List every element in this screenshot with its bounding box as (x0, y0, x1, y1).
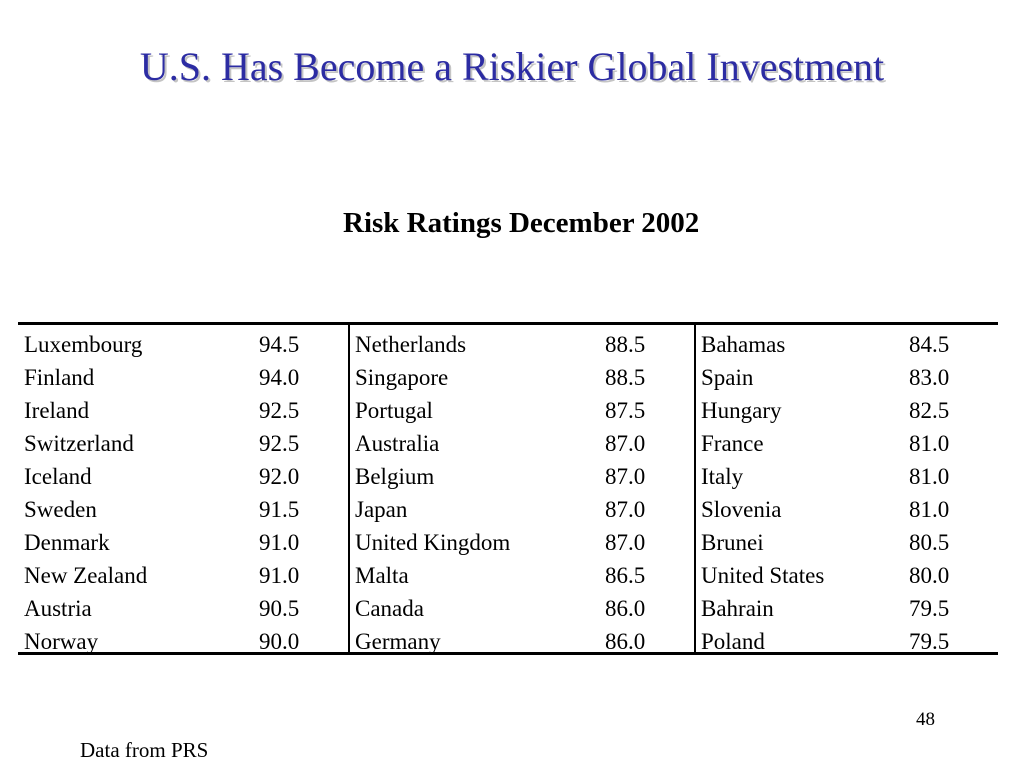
country-name: New Zealand (24, 563, 148, 588)
country-name: Bahrain (701, 596, 774, 621)
risk-rating-value: 94.0 (259, 365, 300, 390)
table-row: United States 80.0 (696, 559, 998, 592)
risk-rating-value: 87.0 (605, 431, 646, 456)
risk-rating-value: 81.0 (909, 431, 950, 456)
table-heading: Risk Ratings December 2002 (343, 207, 700, 239)
table-row: Belgium 87.0 (350, 460, 694, 493)
risk-rating-value: 87.5 (605, 398, 646, 423)
risk-rating-value: 86.5 (605, 563, 646, 588)
country-name: Luxembourg (24, 332, 143, 357)
risk-rating-value: 79.5 (909, 596, 950, 621)
table-row: Sweden 91.5 (18, 493, 348, 526)
table-column-1: Luxembourg 94.5 Finland 94.0 Ireland 92.5 Swit… (18, 325, 348, 654)
risk-rating-value: 87.0 (605, 497, 646, 522)
table-row: Ireland 92.5 (18, 394, 348, 427)
table-row: Poland 79.5 (696, 625, 998, 658)
country-name: Ireland (24, 398, 90, 423)
risk-rating-value: 80.0 (909, 563, 950, 588)
table-row: France 81.0 (696, 427, 998, 460)
table-row: Switzerland 92.5 (18, 427, 348, 460)
table-row: Luxembourg 94.5 (18, 328, 348, 361)
source-note: Data from PRS (80, 738, 209, 762)
table-row: Finland 94.0 (18, 361, 348, 394)
table-row: Slovenia 81.0 (696, 493, 998, 526)
table-row: Hungary 82.5 (696, 394, 998, 427)
table-row: Norway 90.0 (18, 625, 348, 658)
risk-rating-value: 91.5 (259, 497, 300, 522)
country-name: Bahamas (701, 332, 786, 357)
table-row: Japan 87.0 (350, 493, 694, 526)
country-name: Canada (355, 596, 424, 621)
table-row: Austria 90.5 (18, 592, 348, 625)
country-name: Norway (24, 629, 99, 654)
country-name: Brunei (701, 530, 764, 555)
table-row: Netherlands 88.5 (350, 328, 694, 361)
risk-ratings-table: Luxembourg 94.5 Finland 94.0 Ireland 92.5 Swit… (18, 322, 998, 655)
risk-rating-value: 81.0 (909, 497, 950, 522)
country-name: Portugal (355, 398, 433, 423)
table-row: Canada 86.0 (350, 592, 694, 625)
risk-rating-value: 79.5 (909, 629, 950, 654)
risk-rating-value: 94.5 (259, 332, 300, 357)
table-row: Spain 83.0 (696, 361, 998, 394)
risk-rating-value: 84.5 (909, 332, 950, 357)
country-name: Finland (24, 365, 95, 390)
table-row: Bahrain 79.5 (696, 592, 998, 625)
slide-title: U.S. Has Become a Riskier Global Investm… (139, 44, 885, 89)
table-column-2: Netherlands 88.5 Singapore 88.5 Portugal 87.5… (348, 325, 694, 654)
risk-rating-value: 87.0 (605, 464, 646, 489)
table-row: Brunei 80.5 (696, 526, 998, 559)
risk-rating-value: 83.0 (909, 365, 950, 390)
risk-rating-value: 92.5 (259, 431, 300, 456)
table-row: United Kingdom 87.0 (350, 526, 694, 559)
risk-rating-value: 86.0 (605, 629, 646, 654)
country-name: Australia (355, 431, 440, 456)
country-name: United Kingdom (355, 530, 511, 555)
risk-rating-value: 81.0 (909, 464, 950, 489)
risk-rating-value: 86.0 (605, 596, 646, 621)
country-name: Poland (701, 629, 765, 654)
risk-rating-value: 90.5 (259, 596, 300, 621)
risk-rating-value: 80.5 (909, 530, 950, 555)
table-row: Bahamas 84.5 (696, 328, 998, 361)
country-name: Spain (701, 365, 754, 390)
country-name: Hungary (701, 398, 782, 423)
country-name: France (701, 431, 764, 456)
risk-rating-value: 90.0 (259, 629, 300, 654)
table-row: Italy 81.0 (696, 460, 998, 493)
table-row: Malta 86.5 (350, 559, 694, 592)
table-row: Germany 86.0 (350, 625, 694, 658)
country-name: Slovenia (701, 497, 782, 522)
risk-rating-value: 91.0 (259, 563, 300, 588)
page-number: 48 (916, 709, 935, 730)
country-name: Malta (355, 563, 409, 588)
country-name: Austria (24, 596, 92, 621)
risk-rating-value: 87.0 (605, 530, 646, 555)
country-name: Singapore (355, 365, 449, 390)
country-name: Switzerland (24, 431, 134, 456)
table-row: Portugal 87.5 (350, 394, 694, 427)
risk-rating-value: 88.5 (605, 332, 646, 357)
country-name: Italy (701, 464, 744, 489)
country-name: Netherlands (355, 332, 467, 357)
country-name: Denmark (24, 530, 110, 555)
country-name: Sweden (24, 497, 97, 522)
table-row: Denmark 91.0 (18, 526, 348, 559)
risk-rating-value: 88.5 (605, 365, 646, 390)
risk-rating-value: 92.0 (259, 464, 300, 489)
country-name: Germany (355, 629, 441, 654)
risk-rating-value: 82.5 (909, 398, 950, 423)
table-row: Australia 87.0 (350, 427, 694, 460)
country-name: United States (701, 563, 825, 588)
country-name: Iceland (24, 464, 92, 489)
table-row: New Zealand 91.0 (18, 559, 348, 592)
risk-rating-value: 92.5 (259, 398, 300, 423)
country-name: Belgium (355, 464, 435, 489)
table-row: Iceland 92.0 (18, 460, 348, 493)
table-column-3: Bahamas 84.5 Spain 83.0 Hungary 82.5 France 81.… (694, 325, 998, 654)
country-name: Japan (355, 497, 408, 522)
table-row: Singapore 88.5 (350, 361, 694, 394)
risk-rating-value: 91.0 (259, 530, 300, 555)
